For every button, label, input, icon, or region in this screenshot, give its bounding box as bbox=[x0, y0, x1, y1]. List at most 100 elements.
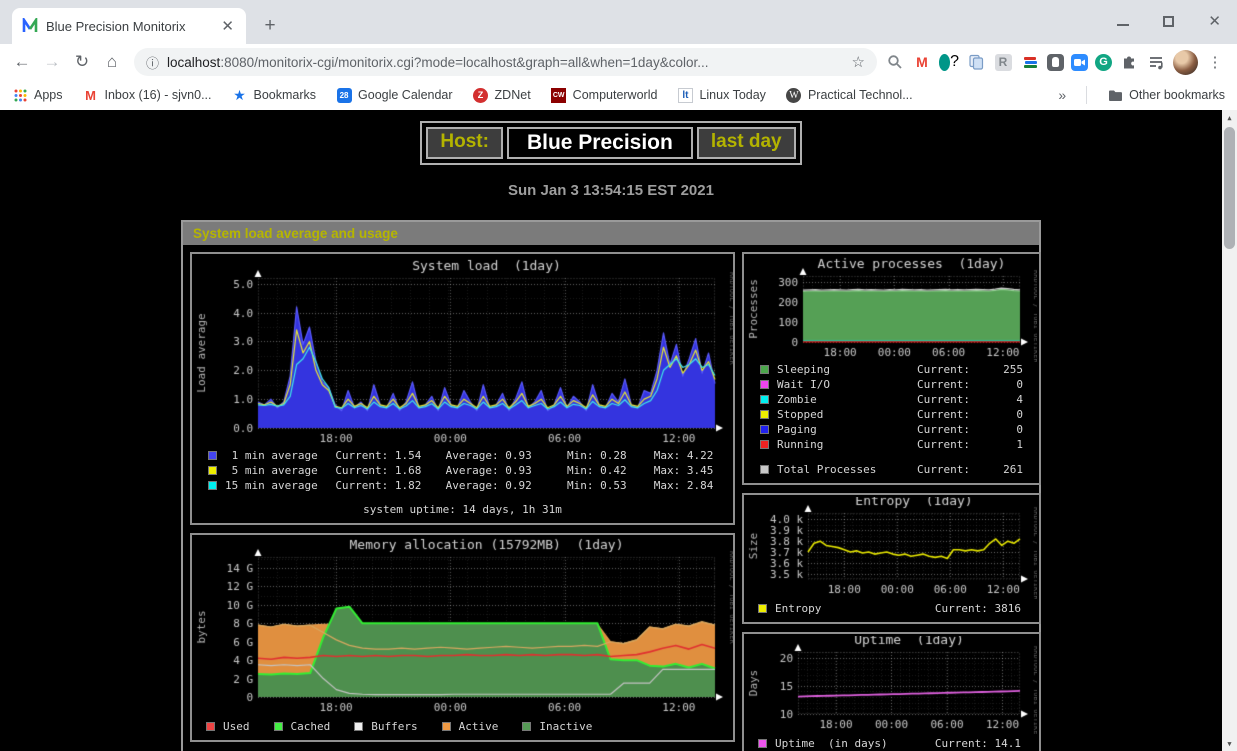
legend-swatch bbox=[354, 722, 364, 731]
reload-icon[interactable]: ↻ bbox=[74, 52, 90, 71]
legend-row: Wait I/O Current: 0 bbox=[746, 377, 1037, 392]
bookmark-label: Other bookmarks bbox=[1129, 88, 1225, 102]
bookmark-zdnet[interactable]: Z ZDNet bbox=[473, 87, 531, 103]
legend-value: 4 bbox=[1016, 393, 1023, 406]
bookmark-label: Bookmarks bbox=[253, 88, 317, 102]
legend-item: Active bbox=[441, 719, 498, 734]
uptime-graph[interactable] bbox=[746, 636, 1037, 734]
legend-swatch bbox=[441, 722, 451, 731]
legend-stat: Average: 0.93 bbox=[445, 464, 532, 477]
bookmark-label: Apps bbox=[34, 88, 63, 102]
linux-today-icon: lt bbox=[677, 87, 693, 103]
home-icon[interactable]: ⌂ bbox=[106, 52, 118, 71]
legend-label: Entropy bbox=[775, 602, 822, 615]
scroll-up-icon[interactable]: ▲ bbox=[1227, 113, 1232, 122]
legend-label: Sleeping bbox=[777, 363, 830, 376]
legend-label: Cached bbox=[290, 720, 331, 733]
bookmark-bookmarks[interactable]: ★ Bookmarks bbox=[232, 86, 317, 103]
profile-avatar[interactable] bbox=[1173, 49, 1198, 75]
url-text[interactable]: localhost:8080/monitorix-cgi/monitorix.c… bbox=[167, 55, 838, 70]
legend-label: Zombie bbox=[777, 393, 817, 406]
legend-value: 0 bbox=[1016, 423, 1023, 436]
active-processes-graph[interactable] bbox=[746, 256, 1037, 362]
memory-allocation-graph[interactable] bbox=[194, 537, 733, 717]
page-scrollbar[interactable]: ▲ ▼ bbox=[1222, 110, 1237, 751]
legend-swatch bbox=[760, 425, 769, 434]
chart-system-load: 1 min average Current: 1.54 Average: 0.93 M… bbox=[190, 252, 735, 525]
bookmark-google-calendar[interactable]: 28 Google Calendar bbox=[336, 87, 453, 103]
bookmark-star-icon[interactable]: ☆ bbox=[851, 54, 865, 71]
entropy-legend: Entropy Current: 3816 bbox=[746, 601, 1037, 616]
star-icon: ★ bbox=[233, 86, 246, 103]
folder-icon bbox=[1107, 87, 1123, 103]
bookmark-apps[interactable]: Apps bbox=[12, 87, 63, 103]
bookmarks-overflow-icon[interactable]: » bbox=[1058, 87, 1067, 103]
legend-row: Used Cached Buffers Active Inactive bbox=[194, 719, 731, 734]
memory-legend: Used Cached Buffers Active Inactive bbox=[194, 719, 731, 734]
chart-memory-allocation: Used Cached Buffers Active Inactive bbox=[190, 533, 735, 742]
legend-label: Uptime (in days) bbox=[775, 737, 888, 750]
gmail-icon: M bbox=[85, 87, 96, 103]
legend-stat: Min: 0.28 bbox=[566, 449, 627, 462]
close-icon[interactable]: ✕ bbox=[1208, 13, 1221, 30]
tab-title: Blue Precision Monitorix bbox=[46, 18, 186, 34]
rakuten-icon[interactable]: R bbox=[993, 52, 1013, 72]
legend-swatch bbox=[208, 481, 217, 490]
gmail-icon[interactable]: M bbox=[916, 54, 928, 70]
pocket-icon[interactable] bbox=[1047, 53, 1064, 71]
bookmark-linux-today[interactable]: lt Linux Today bbox=[677, 87, 766, 103]
grammarly-icon[interactable]: G bbox=[1095, 53, 1112, 71]
back-icon[interactable]: ← bbox=[13, 52, 31, 71]
google-voice-icon[interactable]: ? bbox=[939, 52, 959, 72]
maximize-icon[interactable] bbox=[1163, 15, 1175, 27]
playlist-icon[interactable] bbox=[1146, 52, 1166, 72]
legend-swatch bbox=[273, 722, 283, 731]
legend-row: Uptime (in days) Current: 14.1 bbox=[746, 736, 1037, 751]
copy-pages-icon[interactable] bbox=[966, 52, 986, 72]
legend-item: Used bbox=[206, 719, 250, 734]
zoom-icon[interactable] bbox=[1071, 53, 1088, 71]
legend-item: Inactive bbox=[522, 719, 592, 734]
active-processes-legend: Sleeping Current: 255 Wait I/O Current: 0 Zomb… bbox=[746, 362, 1037, 477]
chart-entropy: Entropy Current: 3816 bbox=[742, 493, 1041, 624]
minimize-icon[interactable] bbox=[1117, 24, 1130, 26]
scroll-down-icon[interactable]: ▼ bbox=[1227, 739, 1232, 748]
entropy-graph[interactable] bbox=[746, 497, 1037, 599]
search-icon[interactable] bbox=[885, 52, 905, 72]
bookmark-computerworld[interactable]: CW Computerworld bbox=[551, 87, 657, 103]
legend-swatch bbox=[522, 722, 532, 731]
system-load-panel: System load average and usage 1 min aver… bbox=[181, 220, 1041, 751]
bookmark-practical-technology[interactable]: W Practical Technol... bbox=[786, 87, 913, 103]
bookmark-label: Google Calendar bbox=[358, 88, 453, 102]
bookmark-inbox[interactable]: M Inbox (16) - sjvn0... bbox=[83, 87, 211, 103]
browser-toolbar: ← → ↻ ⌂ ⓘ localhost:8080/monitorix-cgi/m… bbox=[0, 44, 1237, 80]
tab-close-icon[interactable]: ✕ bbox=[221, 17, 234, 35]
report-timestamp: Sun Jan 3 13:54:15 EST 2021 bbox=[508, 182, 714, 199]
page-content: Host: Blue Precision last day Sun Jan 3 … bbox=[0, 110, 1237, 751]
browser-menu-icon[interactable]: ⋮ bbox=[1207, 54, 1223, 71]
legend-stat: Min: 0.53 bbox=[566, 479, 627, 492]
host-name: Blue Precision bbox=[506, 127, 693, 159]
browser-tab[interactable]: Blue Precision Monitorix ✕ bbox=[12, 8, 246, 44]
address-bar[interactable]: ⓘ localhost:8080/monitorix-cgi/monitorix… bbox=[134, 48, 877, 76]
new-tab-button[interactable]: + bbox=[264, 15, 276, 36]
legend-row: Paging Current: 0 bbox=[746, 422, 1037, 437]
scrollbar-thumb[interactable] bbox=[1224, 127, 1235, 249]
section-title: System load average and usage bbox=[183, 222, 1039, 245]
bookmarks-bar: Apps M Inbox (16) - sjvn0... ★ Bookmarks… bbox=[0, 80, 1237, 110]
bookmark-label: Practical Technol... bbox=[807, 88, 913, 102]
bookmark-label: Linux Today bbox=[699, 88, 766, 102]
page-info-icon[interactable]: ⓘ bbox=[146, 55, 160, 71]
chart-uptime: Uptime (in days) Current: 14.1 bbox=[742, 632, 1041, 751]
legend-label: 5 min average bbox=[225, 464, 318, 477]
legend-value: 0 bbox=[1016, 408, 1023, 421]
other-bookmarks[interactable]: Other bookmarks bbox=[1107, 87, 1225, 103]
books-icon[interactable] bbox=[1020, 52, 1040, 72]
legend-item: Buffers bbox=[354, 719, 418, 734]
legend-row: Sleeping Current: 255 bbox=[746, 362, 1037, 377]
forward-icon[interactable]: → bbox=[43, 52, 61, 71]
computerworld-icon: CW bbox=[551, 87, 567, 103]
system-load-graph[interactable] bbox=[194, 256, 733, 448]
extensions-puzzle-icon[interactable] bbox=[1119, 52, 1139, 72]
